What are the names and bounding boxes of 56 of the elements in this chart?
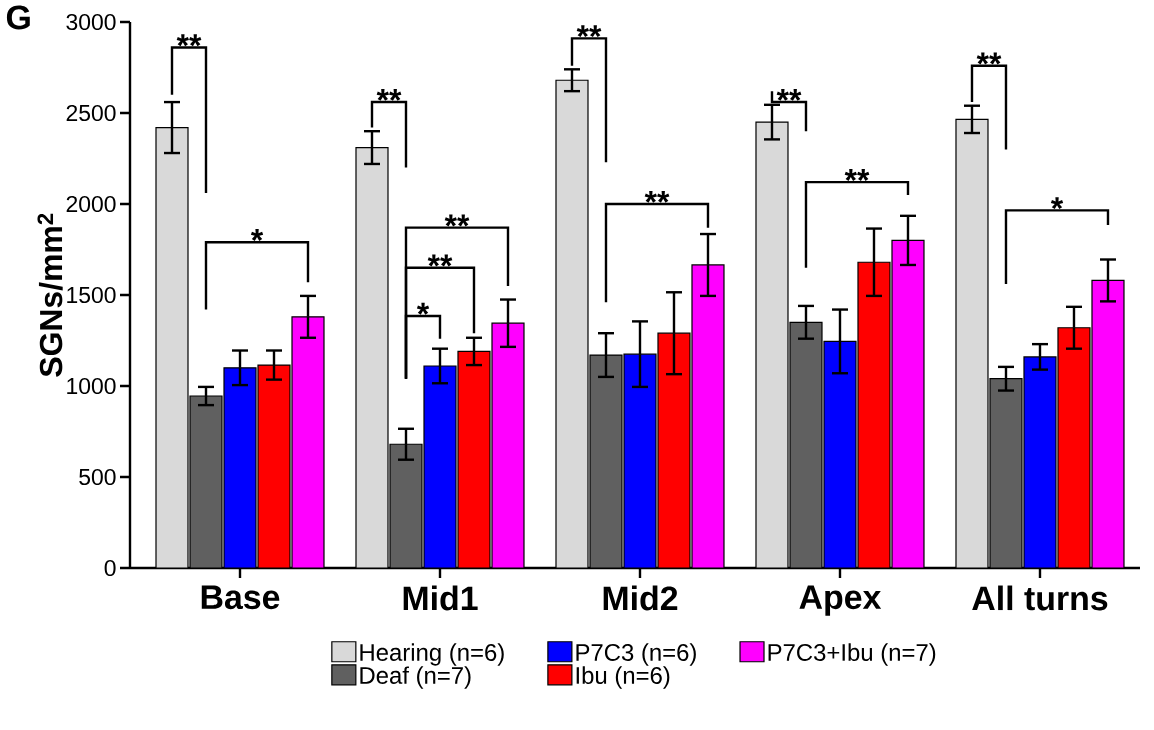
annotation: ** bbox=[976, 52, 1002, 65]
y-tick-label: 3000 bbox=[66, 13, 116, 31]
y-tick-label: 1500 bbox=[67, 286, 116, 304]
bar bbox=[189, 395, 223, 568]
legend-label: P7C3+Ibu (n=7) bbox=[768, 643, 936, 666]
y-axis-title: SGNs/mm$^{2}$ bbox=[37, 213, 63, 377]
bar bbox=[891, 239, 925, 568]
annotation: ** bbox=[427, 254, 453, 267]
annotation: ** bbox=[376, 88, 402, 101]
legend-label: P7C3 (n=6) bbox=[576, 643, 696, 666]
bar bbox=[823, 340, 857, 568]
bar bbox=[955, 118, 989, 568]
y-tick-label: 0 bbox=[104, 559, 116, 577]
legend-label: Ibu (n=6) bbox=[576, 666, 670, 689]
bar bbox=[623, 353, 657, 568]
annotation: * bbox=[1050, 197, 1064, 210]
bar bbox=[355, 146, 389, 568]
bar bbox=[857, 261, 891, 568]
bar bbox=[657, 332, 691, 568]
bar bbox=[1057, 327, 1091, 568]
annotation: ** bbox=[176, 34, 202, 47]
bar bbox=[257, 364, 291, 568]
y-tick-label: 2500 bbox=[66, 104, 116, 122]
annotation: ** bbox=[844, 169, 870, 181]
bar bbox=[155, 126, 189, 568]
bar bbox=[1023, 356, 1057, 568]
x-tick-label: Mid1 bbox=[403, 585, 478, 611]
y-tick-label: 1000 bbox=[67, 377, 116, 395]
text: G bbox=[6, 5, 30, 30]
bar bbox=[989, 378, 1023, 568]
bar bbox=[223, 367, 257, 568]
annotation: * bbox=[250, 229, 264, 241]
x-tick-label: All turns bbox=[972, 585, 1108, 611]
bar bbox=[423, 365, 457, 568]
annotation: ** bbox=[644, 190, 670, 203]
legend-label: Hearing (n=6) bbox=[360, 643, 504, 666]
annotation: ** bbox=[776, 88, 802, 101]
bar bbox=[691, 264, 725, 568]
bar bbox=[555, 79, 589, 568]
bar bbox=[1091, 279, 1125, 568]
x-tick-label: Apex bbox=[799, 585, 882, 616]
bar bbox=[491, 322, 525, 568]
y-tick-label: 500 bbox=[79, 468, 116, 486]
legend-label: Deaf (n=7) bbox=[360, 666, 471, 689]
x-tick-label: Base bbox=[201, 585, 280, 610]
bar bbox=[589, 354, 623, 568]
annotation: * bbox=[416, 302, 430, 315]
bar bbox=[389, 443, 423, 568]
annotation: ** bbox=[576, 25, 602, 38]
annotation: ** bbox=[444, 214, 470, 227]
bar bbox=[291, 316, 325, 568]
bar bbox=[457, 350, 491, 568]
x-tick-label: Mid2 bbox=[603, 585, 678, 611]
bar bbox=[789, 321, 823, 568]
y-tick-label: 2000 bbox=[66, 195, 116, 213]
bar bbox=[755, 121, 789, 568]
